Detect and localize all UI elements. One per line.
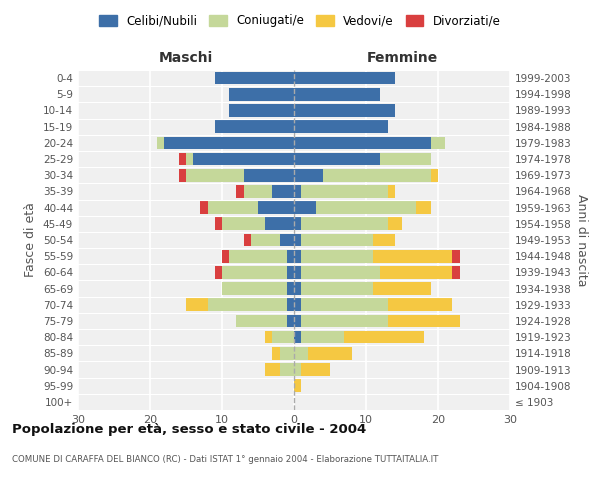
Bar xyxy=(294,250,301,262)
Bar xyxy=(287,266,294,278)
Text: Femmine: Femmine xyxy=(367,51,437,65)
Bar xyxy=(236,314,287,328)
Bar xyxy=(265,218,294,230)
Bar xyxy=(229,250,287,262)
Y-axis label: Anni di nascita: Anni di nascita xyxy=(575,194,588,286)
Bar xyxy=(229,104,294,117)
Text: Popolazione per età, sesso e stato civile - 2004: Popolazione per età, sesso e stato civil… xyxy=(12,422,366,436)
Bar xyxy=(222,282,287,295)
Bar xyxy=(388,218,402,230)
Bar xyxy=(200,202,208,214)
Bar xyxy=(222,266,287,278)
Bar xyxy=(380,266,452,278)
Bar xyxy=(294,152,380,166)
Bar xyxy=(272,347,280,360)
Bar xyxy=(287,282,294,295)
Bar xyxy=(316,202,416,214)
Bar xyxy=(294,331,301,344)
Bar xyxy=(193,152,294,166)
Y-axis label: Fasce di età: Fasce di età xyxy=(25,202,37,278)
Bar xyxy=(416,202,431,214)
Bar xyxy=(301,298,388,311)
Bar xyxy=(280,347,294,360)
Bar xyxy=(280,363,294,376)
Bar xyxy=(301,282,373,295)
Bar xyxy=(265,363,280,376)
Bar xyxy=(164,136,294,149)
Bar xyxy=(388,298,452,311)
Bar xyxy=(236,185,244,198)
Bar xyxy=(272,185,294,198)
Bar xyxy=(380,152,431,166)
Bar xyxy=(287,314,294,328)
Bar xyxy=(294,282,301,295)
Bar xyxy=(280,234,294,246)
Bar xyxy=(301,266,380,278)
Text: Maschi: Maschi xyxy=(159,51,213,65)
Bar xyxy=(294,185,301,198)
Bar xyxy=(294,169,323,181)
Text: COMUNE DI CARAFFA DEL BIANCO (RC) - Dati ISTAT 1° gennaio 2004 - Elaborazione TU: COMUNE DI CARAFFA DEL BIANCO (RC) - Dati… xyxy=(12,455,439,464)
Bar xyxy=(323,169,431,181)
Bar xyxy=(373,250,452,262)
Bar xyxy=(215,266,222,278)
Bar xyxy=(301,331,344,344)
Bar xyxy=(244,185,272,198)
Bar xyxy=(179,152,186,166)
Bar xyxy=(431,136,445,149)
Bar xyxy=(186,169,244,181)
Bar xyxy=(186,298,208,311)
Bar xyxy=(222,218,265,230)
Bar xyxy=(294,298,301,311)
Bar xyxy=(294,120,388,133)
Bar xyxy=(301,218,388,230)
Bar xyxy=(157,136,164,149)
Bar xyxy=(431,169,438,181)
Bar xyxy=(301,185,388,198)
Bar xyxy=(294,104,395,117)
Bar xyxy=(308,347,352,360)
Bar xyxy=(294,380,301,392)
Bar xyxy=(301,314,388,328)
Bar xyxy=(244,169,294,181)
Bar xyxy=(244,234,251,246)
Bar xyxy=(272,331,294,344)
Bar xyxy=(294,202,316,214)
Bar xyxy=(452,266,460,278)
Bar xyxy=(179,169,186,181)
Bar xyxy=(388,185,395,198)
Bar xyxy=(301,363,330,376)
Bar xyxy=(258,202,294,214)
Bar xyxy=(287,298,294,311)
Bar xyxy=(294,266,301,278)
Bar xyxy=(287,250,294,262)
Bar xyxy=(452,250,460,262)
Bar xyxy=(294,218,301,230)
Legend: Celibi/Nubili, Coniugati/e, Vedovi/e, Divorziati/e: Celibi/Nubili, Coniugati/e, Vedovi/e, Di… xyxy=(96,11,504,31)
Bar xyxy=(388,314,460,328)
Bar xyxy=(215,218,222,230)
Bar xyxy=(294,314,301,328)
Bar xyxy=(301,250,373,262)
Bar xyxy=(208,202,258,214)
Bar xyxy=(294,72,395,85)
Bar xyxy=(222,250,229,262)
Bar xyxy=(294,347,308,360)
Bar xyxy=(294,363,301,376)
Bar xyxy=(344,331,424,344)
Bar xyxy=(294,136,431,149)
Bar xyxy=(186,152,193,166)
Bar xyxy=(215,72,294,85)
Bar xyxy=(265,331,272,344)
Bar xyxy=(373,234,395,246)
Bar xyxy=(208,298,287,311)
Bar xyxy=(251,234,280,246)
Bar xyxy=(294,234,301,246)
Bar xyxy=(215,120,294,133)
Bar xyxy=(373,282,431,295)
Bar xyxy=(294,88,380,101)
Bar xyxy=(301,234,373,246)
Bar xyxy=(229,88,294,101)
